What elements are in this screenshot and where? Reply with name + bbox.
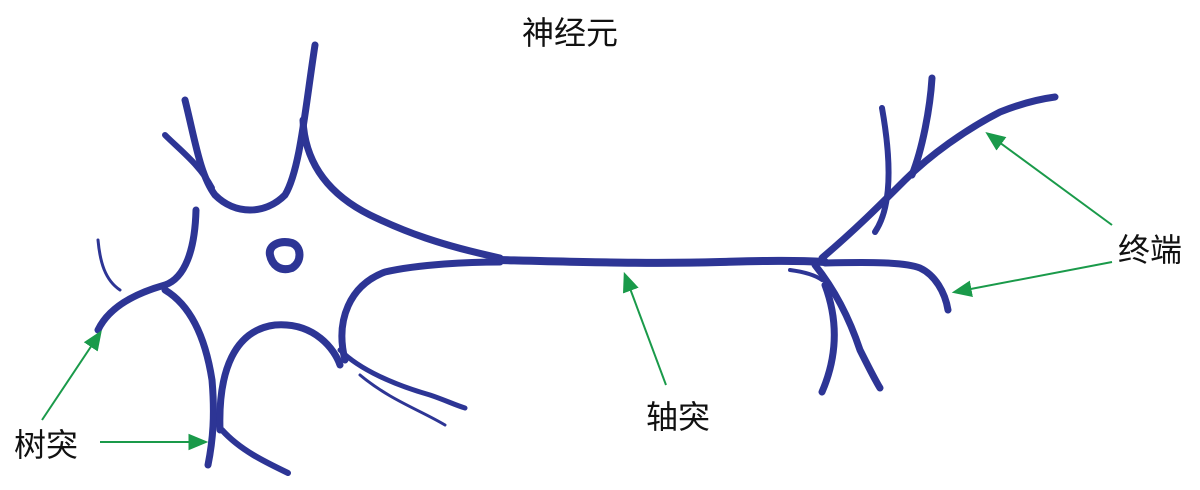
cell-body-upper-left: [181, 41, 319, 214]
label-terminal: 终端: [1118, 231, 1183, 269]
cell-body-upper-right: [299, 116, 504, 262]
dendrite-left-tip: [96, 238, 122, 292]
nucleus: [265, 238, 304, 274]
arrow-terminal-upper: [985, 132, 1113, 226]
terminal-right: [821, 259, 952, 314]
cell-body-left: [94, 206, 200, 334]
terminal-upper-left: [872, 105, 892, 235]
arrow-terminal-lower: [951, 261, 1113, 298]
label-axon: 轴突: [646, 398, 711, 436]
dendrite-bottom-fork: [219, 427, 291, 476]
cell-body-bottom-left: [161, 286, 217, 469]
terminal-lower-left: [818, 281, 838, 396]
cell-body-bottom-arc: [216, 321, 344, 434]
arrow-axon: [623, 271, 667, 386]
terminal-upper-vertical: [908, 74, 936, 179]
terminal-upper-main: [818, 93, 1059, 262]
neuron-drawing: [94, 41, 1059, 476]
dendrite-lower-right: [337, 347, 468, 411]
arrow-dendrite-upper: [41, 330, 102, 421]
pointer-arrows: [41, 132, 1113, 451]
label-dendrite: 树突: [14, 426, 79, 464]
terminal-lower-main: [811, 261, 884, 392]
terminal-small-branch: [788, 268, 824, 282]
axon: [496, 256, 829, 267]
diagram-title: 神经元: [521, 14, 618, 52]
cell-body-left-branch: [162, 132, 215, 191]
cell-body-lower-right: [338, 258, 504, 364]
dendrite-lower-right-tail: [358, 373, 447, 427]
